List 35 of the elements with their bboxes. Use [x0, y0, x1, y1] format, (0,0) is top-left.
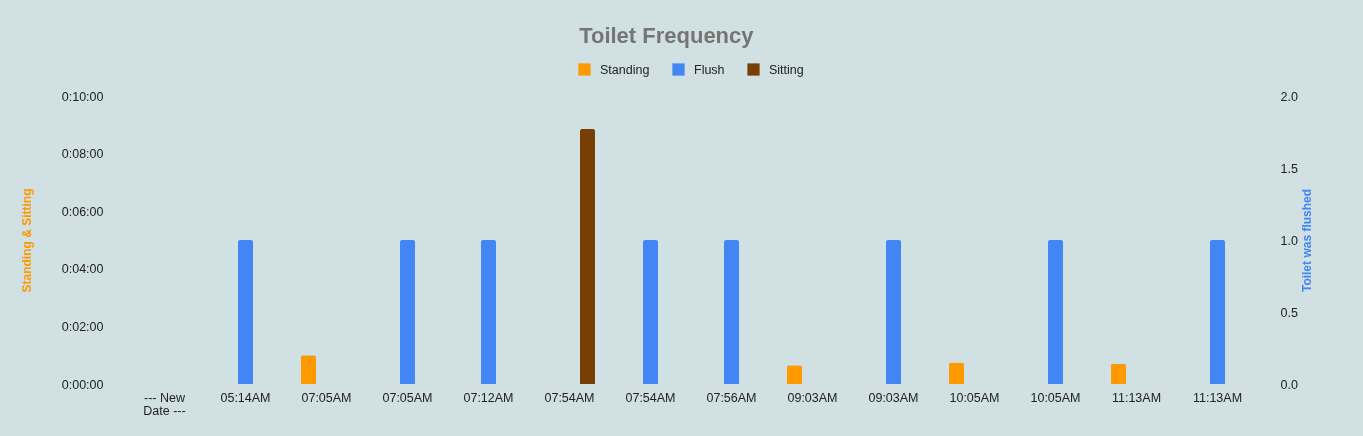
x-tick-label: 10:05AM — [1030, 390, 1081, 405]
y-tick-label: 0:00:00 — [61, 377, 104, 392]
y2-tick-label: 2.0 — [1280, 89, 1298, 104]
y2-tick-label: 1.5 — [1280, 161, 1298, 176]
bar — [1110, 363, 1126, 384]
y-tick-label: 0:08:00 — [61, 147, 104, 162]
y2-tick-label: 1.0 — [1280, 233, 1298, 248]
chart-title: Toilet Frequency — [579, 23, 755, 48]
x-tick-label: 07:56AM — [706, 390, 757, 405]
x-tick-label: 11:13AM — [1192, 390, 1243, 405]
legend-label: Standing — [600, 62, 650, 77]
x-tick-label: 07:54AM — [625, 390, 676, 405]
y-axis-title: Standing & Sitting — [19, 188, 34, 293]
x-tick-label: 09:03AM — [787, 390, 838, 405]
y2-axis-title: Toilet was flushed — [1299, 188, 1314, 293]
x-tick-label: 11:13AM — [1111, 390, 1162, 405]
x-tick-label: 10:05AM — [949, 390, 1000, 405]
x-tick-label: 07:05AM — [382, 390, 433, 405]
x-tick-label: 07:12AM — [463, 390, 514, 405]
y2-tick-label: 0.5 — [1280, 305, 1298, 320]
y-tick-label: 0:06:00 — [61, 204, 104, 219]
x-tick-label: 07:54AM — [544, 390, 595, 405]
y-tick-label: 0:10:00 — [61, 89, 104, 104]
legend-label: Flush — [694, 62, 725, 77]
y-tick-label: 0:02:00 — [61, 319, 104, 334]
x-tick-label: 07:05AM — [301, 390, 352, 405]
legend-label: Sitting — [769, 62, 804, 77]
bar — [300, 355, 316, 384]
x-tick-label: 05:14AM — [220, 390, 271, 405]
x-tick-label: 09:03AM — [868, 390, 919, 405]
x-tick-label: --- New Date --- — [143, 390, 186, 418]
bar — [580, 129, 596, 384]
y2-tick-label: 0.0 — [1280, 377, 1298, 392]
y-tick-label: 0:04:00 — [61, 262, 104, 277]
bar — [948, 362, 964, 384]
